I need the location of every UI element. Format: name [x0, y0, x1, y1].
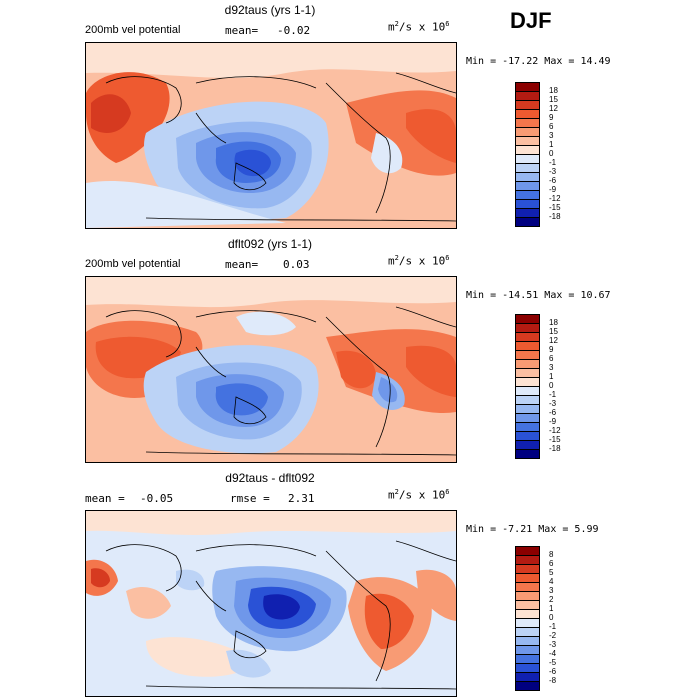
panel-2-level: -9 [549, 417, 557, 426]
panel-1-map [85, 42, 457, 229]
panel-1-level: -15 [549, 203, 561, 212]
panel-3-level: 2 [549, 595, 554, 604]
panel-3-level: -4 [549, 649, 557, 658]
panel-2-level: 9 [549, 345, 554, 354]
panel-3-units: m2/s x 106 [388, 488, 450, 502]
panel-3-level: 3 [549, 586, 554, 595]
panel-3-level: 6 [549, 559, 554, 568]
panel-1-level: 6 [549, 122, 554, 131]
panel-1-level: 3 [549, 131, 554, 140]
panel-2-level: -18 [549, 444, 561, 453]
panel-3-level: -1 [549, 622, 557, 631]
panel-1-level: -18 [549, 212, 561, 221]
panel-3-minmax: Min = -7.21 Max = 5.99 [466, 524, 599, 535]
panel-1-level: 15 [549, 95, 558, 104]
panel-3-title: d92taus - dflt092 [225, 471, 315, 485]
panel-2-units: m2/s x 106 [388, 254, 450, 268]
panel-3-level: 4 [549, 577, 554, 586]
panel-1-level: 0 [549, 149, 554, 158]
panel-3-level: 5 [549, 568, 554, 577]
panel-3-level: 8 [549, 550, 554, 559]
panel-2-level: 0 [549, 381, 554, 390]
panel-2-level: 15 [549, 327, 558, 336]
panel-3-mean-label: mean = [85, 492, 125, 505]
panel-2-swatch-16 [515, 449, 540, 459]
panel-1-level: 1 [549, 140, 554, 149]
panel-1-mean-value: -0.02 [277, 24, 311, 37]
panel-2-map [85, 276, 457, 463]
panel-1-mean-label: mean= [225, 24, 259, 37]
panel-1-level: 9 [549, 113, 554, 122]
panel-3-rmse-label: rmse = [230, 492, 270, 505]
panel-1-level: 18 [549, 86, 558, 95]
panel-2-level: 1 [549, 372, 554, 381]
panel-1-level: -12 [549, 194, 561, 203]
panel-3-level: -5 [549, 658, 557, 667]
panel-2-level: -12 [549, 426, 561, 435]
panel-3-level: -6 [549, 667, 557, 676]
panel-2-level: -15 [549, 435, 561, 444]
panel-2-title: dflt092 (yrs 1-1) [227, 237, 313, 251]
panel-3-level: -2 [549, 631, 557, 640]
panel-3-swatch-16 [515, 681, 540, 691]
panel-2-level: -1 [549, 390, 557, 399]
panel-1-swatch-16 [515, 217, 540, 227]
panel-1-variable: 200mb vel potential [85, 24, 181, 36]
panel-2-minmax: Min = -14.51 Max = 10.67 [466, 290, 611, 301]
panel-2-variable: 200mb vel potential [85, 258, 181, 270]
panel-2-level: 3 [549, 363, 554, 372]
panel-3-mean-value: -0.05 [140, 492, 174, 505]
panel-2-mean-value: 0.03 [283, 258, 310, 271]
panel-2-level: -6 [549, 408, 557, 417]
panel-1-level: 12 [549, 104, 558, 113]
panel-1-level: -1 [549, 158, 557, 167]
panel-1-level: -3 [549, 167, 557, 176]
panel-2-level: 12 [549, 336, 558, 345]
panel-1-title: d92taus (yrs 1-1) [224, 3, 316, 17]
panel-1-minmax: Min = -17.22 Max = 14.49 [466, 56, 611, 67]
season-label: DJF [510, 8, 552, 33]
panel-2-level: 6 [549, 354, 554, 363]
panel-2-level: 18 [549, 318, 558, 327]
panel-3-rmse-value: 2.31 [288, 492, 315, 505]
panel-3-map [85, 510, 457, 697]
panel-3-level: -3 [549, 640, 557, 649]
panel-2-level: -3 [549, 399, 557, 408]
panel-3-level: -8 [549, 676, 557, 685]
panel-2-mean-label: mean= [225, 258, 259, 271]
panel-1-level: -9 [549, 185, 557, 194]
panel-3-level: 1 [549, 604, 554, 613]
panel-1-units: m2/s x 106 [388, 20, 450, 34]
panel-1-level: -6 [549, 176, 557, 185]
panel-3-level: 0 [549, 613, 554, 622]
